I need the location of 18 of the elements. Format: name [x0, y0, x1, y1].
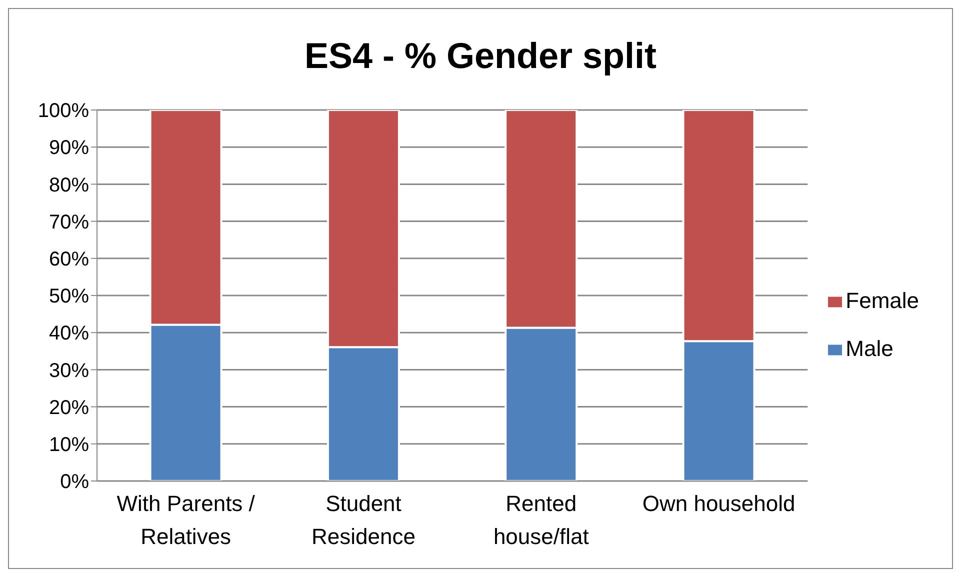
- legend-label: Male: [846, 336, 894, 361]
- x-tick-label: Student Residence: [312, 491, 416, 549]
- x-tick-label: Own household: [642, 491, 796, 516]
- y-tick-label: 90%: [48, 137, 90, 160]
- y-tick-label: 100%: [38, 100, 90, 122]
- chart-title: ES4 - % Gender split: [303, 35, 658, 78]
- y-tick-label: 30%: [48, 360, 90, 382]
- y-tick-label: 80%: [48, 174, 90, 196]
- y-tick-label: 10%: [48, 434, 90, 456]
- y-tick-label: 70%: [48, 211, 90, 234]
- y-tick-label: 0%: [60, 471, 90, 494]
- y-tick-label: 20%: [48, 396, 90, 419]
- y-tick-label: 50%: [48, 286, 90, 308]
- y-tick-label: 40%: [48, 322, 90, 345]
- y-tick-label: 60%: [48, 248, 90, 270]
- legend-label: Female: [846, 288, 919, 313]
- x-tick-label: Rented house/flat: [493, 491, 589, 549]
- x-tick-label: With Parents / Relatives: [116, 491, 256, 549]
